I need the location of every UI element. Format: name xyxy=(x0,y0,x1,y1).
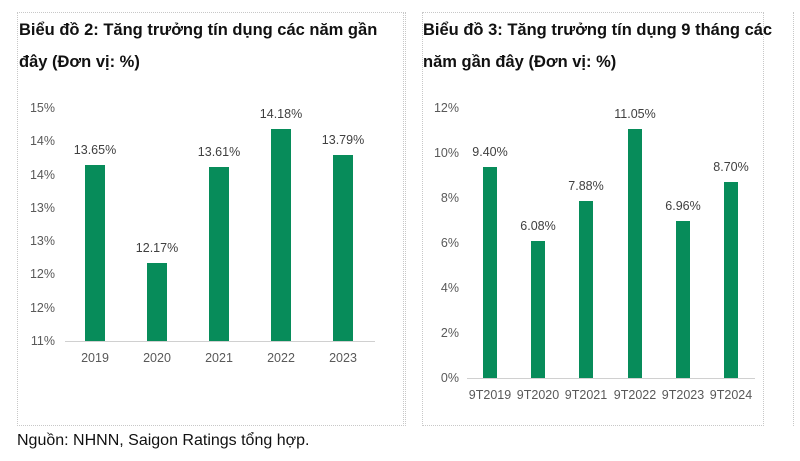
x-axis-category-label: 2022 xyxy=(267,351,295,365)
chart-panel-9month-credit-growth xyxy=(422,12,764,426)
data-label: 12.17% xyxy=(135,241,179,256)
y-axis-tick-label: 8% xyxy=(440,191,459,205)
x-axis-line xyxy=(65,341,375,342)
x-axis-category-label: 9T2019 xyxy=(468,388,512,402)
bar-2022 xyxy=(271,129,291,341)
y-axis-tick-label: 6% xyxy=(440,236,459,250)
bar-2019 xyxy=(85,164,105,341)
y-axis-tick-label: 4% xyxy=(440,281,459,295)
x-axis-category-label: 9T2023 xyxy=(661,388,705,402)
panel-right-edge xyxy=(793,12,794,426)
bar-9T2024 xyxy=(724,182,738,378)
bar-2020 xyxy=(147,263,167,341)
y-axis-tick-label: 11% xyxy=(30,334,55,348)
x-axis-category-label: 2020 xyxy=(143,351,171,365)
y-axis-tick-label: 12% xyxy=(29,267,55,282)
data-label: 13.65% xyxy=(73,142,117,157)
chart-title-line2: đây (Đơn vị: %) xyxy=(19,53,140,71)
x-axis-category-label: 9T2024 xyxy=(709,388,753,402)
y-axis-tick-label: 14% xyxy=(29,134,55,149)
data-label: 6.96% xyxy=(665,199,701,214)
x-axis-category-label: 2019 xyxy=(81,351,109,365)
bar-9T2023 xyxy=(676,221,690,378)
bar-9T2020 xyxy=(531,241,545,378)
bar-9T2022 xyxy=(628,129,642,378)
bar-9T2021 xyxy=(579,200,593,378)
data-label: 13.79% xyxy=(321,133,365,148)
data-label: 9.40% xyxy=(472,144,508,159)
chart-panel-annual-credit-growth xyxy=(17,12,404,426)
chart-title-line1: Biểu đồ 2: Tăng trưởng tín dụng các năm … xyxy=(19,21,378,39)
y-axis-tick-label: 14% xyxy=(29,167,55,182)
data-label: 6.08% xyxy=(520,219,556,234)
y-axis-tick-label: 2% xyxy=(440,326,459,340)
x-axis-category-label: 9T2022 xyxy=(613,388,657,402)
y-axis-tick-label: 10% xyxy=(433,146,459,160)
bar-2023 xyxy=(333,155,353,341)
chart-title-line2: năm gần đây (Đơn vị: %) xyxy=(423,53,617,71)
data-label: 8.70% xyxy=(713,160,749,175)
data-label: 7.88% xyxy=(568,178,604,193)
data-label: 14.18% xyxy=(259,107,303,122)
x-axis-category-label: 2023 xyxy=(329,351,357,365)
y-axis-tick-label: 12% xyxy=(29,300,55,315)
x-axis-category-label: 9T2020 xyxy=(516,388,560,402)
y-axis-tick-label: 12% xyxy=(433,101,459,115)
y-axis-tick-label: 15% xyxy=(29,101,55,115)
chart-title-line1: Biểu đồ 3: Tăng trưởng tín dụng 9 tháng … xyxy=(423,21,773,39)
bar-2021 xyxy=(209,167,229,341)
panel-divider xyxy=(405,12,406,426)
source-note: Nguồn: NHNN, Saigon Ratings tổng hợp. xyxy=(17,432,310,449)
y-axis-tick-label: 13% xyxy=(29,234,55,249)
data-label: 11.05% xyxy=(614,107,656,122)
bar-9T2019 xyxy=(483,166,497,378)
x-axis-category-label: 2021 xyxy=(205,351,233,365)
data-label: 13.61% xyxy=(197,145,241,160)
x-axis-line xyxy=(467,378,755,379)
y-axis-tick-label: 0% xyxy=(440,371,459,385)
y-axis-tick-label: 13% xyxy=(29,200,55,215)
x-axis-category-label: 9T2021 xyxy=(564,388,608,402)
